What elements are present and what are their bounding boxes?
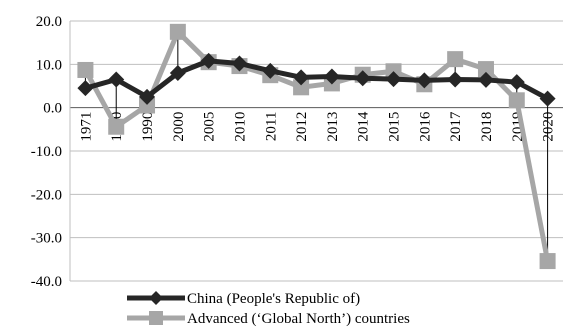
data-point-diamond (200, 52, 217, 69)
data-point-diamond (477, 71, 494, 88)
y-tick-label: 20.0 (36, 14, 62, 30)
data-point-diamond (108, 71, 125, 88)
data-point-square (508, 92, 525, 109)
x-tick-label: 2014 (356, 111, 372, 141)
x-tick-label: 2016 (417, 111, 433, 141)
data-point-diamond (231, 55, 248, 72)
x-tick-label: 2018 (479, 112, 495, 142)
data-point-diamond (508, 74, 525, 91)
x-tick-label: 2015 (387, 112, 403, 142)
gridlines (70, 20, 563, 282)
data-point-diamond (385, 71, 402, 88)
y-tick-label: -20.0 (31, 187, 62, 203)
data-point-diamond (169, 65, 186, 81)
x-tick-label: 1990 (140, 112, 156, 142)
legend-marker-square (149, 311, 163, 325)
x-tick-label: 2010 (232, 112, 248, 142)
data-point-square (77, 61, 94, 78)
legend-label: Advanced (‘Global North’) countries (187, 311, 410, 327)
series-china (77, 52, 556, 107)
x-axis-tick-labels: 1971198019902000200520102011201220132014… (78, 111, 556, 141)
x-tick-label: 2013 (325, 112, 341, 142)
data-point-square (169, 23, 186, 40)
y-tick-label: 10.0 (36, 57, 62, 73)
legend-marker-diamond (149, 291, 163, 305)
data-point-square (477, 61, 494, 78)
x-tick-label: 2000 (171, 112, 187, 142)
x-tick-label: 1971 (78, 112, 94, 142)
legend-entry: China (People's Republic of) (127, 291, 360, 307)
data-point-diamond (139, 88, 156, 105)
legend: China (People's Republic of) Advanced (‘G… (127, 291, 410, 327)
data-point-square (293, 79, 310, 96)
data-point-diamond (354, 70, 371, 87)
data-point-square (539, 253, 556, 270)
legend-label: China (People's Republic of) (187, 291, 360, 307)
data-point-diamond (447, 71, 464, 88)
data-point-diamond (77, 80, 94, 97)
series (77, 23, 556, 270)
x-tick-label: 2011 (263, 112, 279, 141)
y-tick-label: -40.0 (31, 274, 62, 290)
x-tick-label: 2012 (294, 112, 310, 142)
data-point-diamond (416, 72, 433, 89)
legend-entry: Advanced (‘Global North’) countries (127, 311, 410, 327)
series-line (83, 29, 551, 262)
x-tick-label: 2020 (541, 112, 557, 142)
data-point-diamond (539, 90, 556, 107)
y-tick-label: 0.0 (43, 101, 62, 117)
x-tick-label: 2005 (202, 112, 218, 142)
y-tick-label: -30.0 (31, 231, 62, 247)
data-point-square (447, 51, 464, 68)
x-tick-label: 2017 (448, 111, 464, 141)
y-axis-tick-labels: 20.0 10.0 0.0 -10.0 -20.0 -30.0 -40.0 (31, 14, 62, 290)
data-point-diamond (293, 69, 310, 86)
data-point-diamond (262, 62, 279, 79)
data-point-square (139, 97, 156, 114)
series-line (84, 58, 549, 101)
y-tick-label: -10.0 (31, 144, 62, 160)
series-advanced-countries (77, 23, 556, 270)
data-point-square (108, 118, 125, 135)
data-point-diamond (323, 68, 340, 85)
